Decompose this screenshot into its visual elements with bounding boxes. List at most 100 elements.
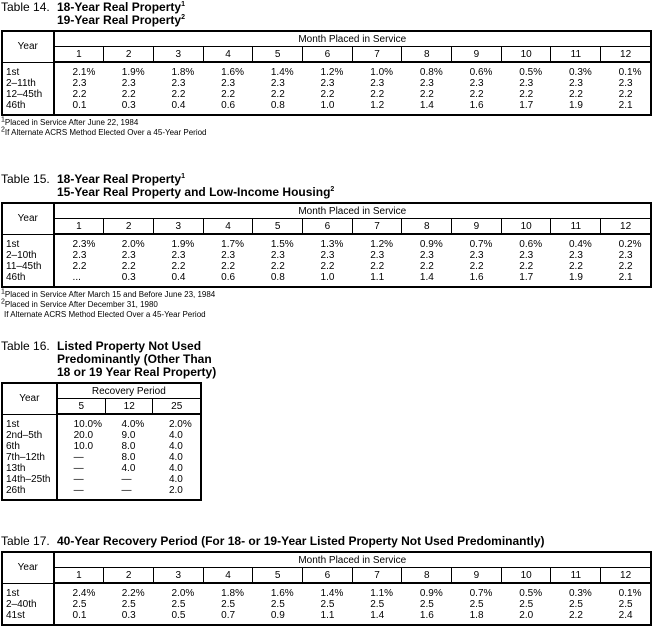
value-cell: 1.0 (320, 272, 335, 283)
value-cell: 1.6 (419, 610, 434, 621)
value-cell: 2.2 (72, 89, 87, 100)
value-cell: 2.2% (121, 588, 145, 599)
value-cell: 0.3% (568, 588, 592, 599)
value-cell: — (73, 452, 84, 463)
column-header: 11 (550, 567, 602, 584)
value-cell: 1.0 (320, 100, 335, 111)
footnote: 2If Alternate ACRS Method Elected Over a… (1, 126, 652, 138)
value-cell: 0.3% (568, 67, 592, 78)
value-cell: 2.1% (72, 67, 96, 78)
value-cell: 1.4 (370, 610, 385, 621)
title-line: 19-Year Real Property2 (57, 14, 185, 27)
column-header: 1 (53, 567, 105, 584)
table-title: Table 14. 18-Year Real Property1 19-Year R… (1, 1, 652, 27)
column-header: 10 (500, 46, 552, 63)
value-cell: 2.3 (270, 78, 285, 89)
value-cell: 8.0 (121, 441, 136, 452)
table-label: Table 17. (1, 534, 50, 548)
column-header-row: 1 2 3 4 5 6 7 8 9 10 11 12 (2, 218, 652, 235)
footnote-text: Placed in Service After March 15 and Bef… (4, 290, 216, 299)
value-cell: 0.4 (171, 100, 186, 111)
value-cell: 0.3 (121, 272, 136, 283)
value-cell: 0.3 (121, 610, 136, 621)
year-cell: 1st (2, 234, 55, 250)
year-cell: 2nd–5th (2, 430, 58, 441)
value-cell: 20.0 (73, 430, 94, 441)
value-cell: 2.2 (568, 89, 583, 100)
column-header: 25 (152, 398, 202, 415)
value-cell: 2.0% (121, 239, 145, 250)
value-cell: 2.2 (469, 89, 484, 100)
column-header: 5 (252, 218, 304, 235)
value-cell: 2.3 (121, 250, 136, 261)
table-row: 1st 2.3% 2.0% 1.9% 1.7% 1.5% 1.3% 1.2% 0.9% 0.7% 0… (2, 234, 651, 250)
value-cell: 0.7 (221, 610, 236, 621)
year-cell: 1st (2, 414, 58, 430)
table-14-block: Table 14. 18-Year Real Property1 19-Year R… (1, 1, 652, 138)
table-title-lines: 40-Year Recovery Period (For 18- or 19-Y… (57, 535, 545, 548)
year-header: Year (1, 30, 55, 63)
value-cell: 0.9% (419, 588, 443, 599)
value-cell: 10.0% (73, 419, 102, 430)
value-cell: 9.0 (121, 430, 136, 441)
value-cell: 2.2 (618, 89, 633, 100)
value-cell: 2.3 (270, 250, 285, 261)
value-cell: 0.7% (469, 239, 493, 250)
title-text: 18-Year Real Property (57, 0, 182, 14)
value-cell: 2.5 (121, 599, 136, 610)
value-cell: 2.3 (221, 250, 236, 261)
title-text: Predominantly (Other Than (57, 352, 212, 366)
value-cell: 2.2 (618, 261, 633, 272)
value-cell: 0.5 (171, 610, 186, 621)
value-cell: 4.0% (121, 419, 145, 430)
value-cell: 2.2 (320, 261, 335, 272)
value-cell: 2.3 (171, 250, 186, 261)
column-header: 4 (202, 218, 254, 235)
value-cell: 2.2 (270, 261, 285, 272)
table-row: 2–10th 2.3 2.3 2.3 2.3 2.3 2.3 2.3 2.3 2.3 2.3 2.3 2… (2, 250, 651, 261)
data-table: Year Month Placed in Service 1 2 3 4 5 6 7 8 9 10 11… (1, 202, 652, 288)
table-label: Table 15. (1, 172, 50, 186)
column-header: 12 (104, 398, 154, 415)
value-cell: 0.5% (519, 588, 543, 599)
table-15-block: Table 15. 18-Year Real Property1 15-Year R… (1, 173, 652, 320)
value-cell: 1.8% (221, 588, 244, 599)
value-cell: 2.5 (221, 599, 236, 610)
value-cell: 0.6 (221, 100, 236, 111)
value-cell: 1.5% (270, 239, 294, 250)
value-cell: 1.1 (320, 610, 335, 621)
value-cell: 0.4 (171, 272, 186, 283)
value-cell: 2.5 (419, 599, 434, 610)
value-cell: 2.2 (568, 261, 583, 272)
value-cell: 4.0 (121, 463, 136, 474)
footnote-mark: 1 (181, 1, 185, 8)
title-line: Listed Property Not Used (57, 340, 216, 353)
footnote: If Alternate ACRS Method Elected Over a … (1, 310, 652, 320)
value-cell: 4.0 (168, 441, 183, 452)
data-table: Year Month Placed in Service 1 2 3 4 5 6 7 8 9 10 11… (1, 30, 652, 116)
value-cell: 1.8% (171, 67, 195, 78)
value-cell: 0.1 (72, 610, 87, 621)
value-cell: 0.9 (270, 610, 285, 621)
value-cell: 2.2 (419, 89, 434, 100)
table-row: 1st 10.0% 4.0% 2.0% (2, 414, 201, 430)
value-cell: 1.6% (270, 588, 294, 599)
header-row: Year Month Placed in Service (1, 202, 652, 235)
value-cell: 2.2 (121, 261, 136, 272)
year-cell: 26th (2, 485, 58, 500)
year-cell: 12–45th (2, 89, 55, 100)
footnote-text: Placed in Service After June 22, 1984 (4, 118, 139, 127)
footnote-mark: 2 (330, 186, 335, 193)
group-header: Recovery Period (56, 382, 202, 399)
value-cell: 2.2 (270, 89, 285, 100)
value-cell: 0.9% (419, 239, 443, 250)
column-header: 3 (152, 218, 204, 235)
value-cell: 2.5 (320, 599, 335, 610)
table-label: Table 14. (1, 0, 50, 14)
year-cell: 2–11th (2, 78, 55, 89)
value-cell: 2.3 (370, 78, 385, 89)
value-cell: 2.3% (72, 239, 96, 250)
value-cell: 1.9% (171, 239, 195, 250)
column-header-row: 5 12 25 (2, 398, 202, 415)
value-cell: 2.2 (568, 610, 583, 621)
